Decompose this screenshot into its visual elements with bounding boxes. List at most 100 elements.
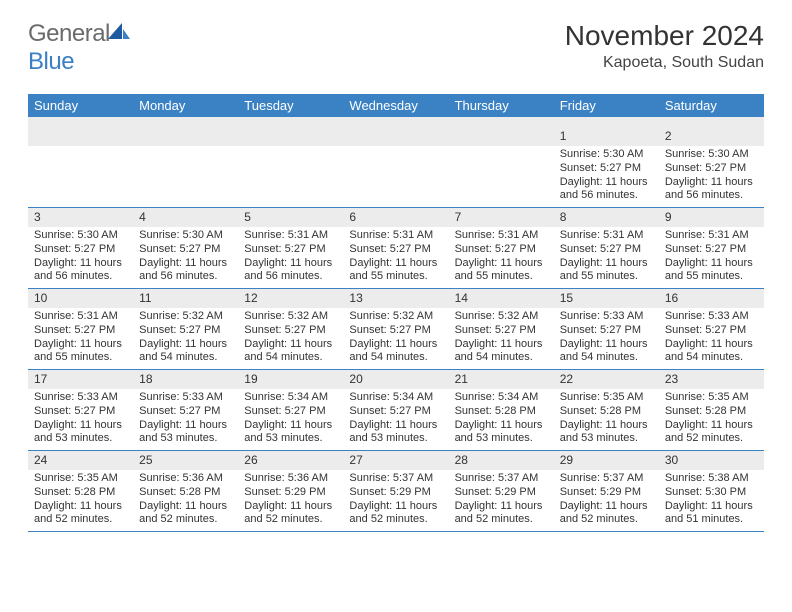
day-number: 19 <box>238 370 343 389</box>
sunrise-text: Sunrise: 5:30 AM <box>139 229 232 243</box>
daylight-text: Daylight: 11 hours and 56 minutes. <box>665 176 758 204</box>
day-cell <box>449 127 554 207</box>
sunset-text: Sunset: 5:30 PM <box>665 486 758 500</box>
day-number-empty <box>133 127 238 146</box>
day-cell: 25 Sunrise: 5:36 AMSunset: 5:28 PMDayligh… <box>133 451 238 531</box>
sunrise-text: Sunrise: 5:32 AM <box>139 310 232 324</box>
sunrise-text: Sunrise: 5:32 AM <box>455 310 548 324</box>
day-body: Sunrise: 5:34 AMSunset: 5:27 PMDaylight:… <box>238 391 343 450</box>
sunrise-text: Sunrise: 5:30 AM <box>665 148 758 162</box>
day-number: 20 <box>343 370 448 389</box>
weekday-monday: Monday <box>133 94 238 117</box>
day-cell: 2Sunrise: 5:30 AMSunset: 5:27 PMDaylight… <box>659 127 764 207</box>
day-number: 3 <box>28 208 133 227</box>
day-cell: 23Sunrise: 5:35 AMSunset: 5:28 PMDayligh… <box>659 370 764 450</box>
weekday-sunday: Sunday <box>28 94 133 117</box>
day-number: 1 <box>554 127 659 146</box>
sunrise-text: Sunrise: 5:37 AM <box>349 472 442 486</box>
day-cell: 18 Sunrise: 5:33 AMSunset: 5:27 PMDayligh… <box>133 370 238 450</box>
sunrise-text: Sunrise: 5:31 AM <box>34 310 127 324</box>
day-number-empty <box>28 127 133 146</box>
sunrise-text: Sunrise: 5:33 AM <box>665 310 758 324</box>
day-number: 24 <box>28 451 133 470</box>
daylight-text: Daylight: 11 hours and 52 minutes. <box>244 500 337 528</box>
day-number-empty <box>449 127 554 146</box>
weekday-tuesday: Tuesday <box>238 94 343 117</box>
daylight-text: Daylight: 11 hours and 52 minutes. <box>34 500 127 528</box>
day-cell: 21 Sunrise: 5:34 AMSunset: 5:28 PMDayligh… <box>449 370 554 450</box>
day-cell: 29Sunrise: 5:37 AMSunset: 5:29 PMDayligh… <box>554 451 659 531</box>
day-number: 16 <box>659 289 764 308</box>
day-number: 11 <box>133 289 238 308</box>
daylight-text: Daylight: 11 hours and 54 minutes. <box>665 338 758 366</box>
week-row: 1Sunrise: 5:30 AMSunset: 5:27 PMDaylight… <box>28 127 764 208</box>
sunrise-text: Sunrise: 5:31 AM <box>244 229 337 243</box>
daylight-text: Daylight: 11 hours and 54 minutes. <box>349 338 442 366</box>
daylight-text: Daylight: 11 hours and 52 minutes. <box>665 419 758 447</box>
daylight-text: Daylight: 11 hours and 53 minutes. <box>349 419 442 447</box>
day-body: Sunrise: 5:34 AMSunset: 5:28 PMDaylight:… <box>449 391 554 450</box>
day-number: 27 <box>343 451 448 470</box>
sunset-text: Sunset: 5:27 PM <box>244 243 337 257</box>
day-body: Sunrise: 5:32 AMSunset: 5:27 PMDaylight:… <box>133 310 238 369</box>
sunrise-text: Sunrise: 5:33 AM <box>34 391 127 405</box>
day-cell: 7Sunrise: 5:31 AMSunset: 5:27 PMDaylight… <box>449 208 554 288</box>
sunset-text: Sunset: 5:27 PM <box>349 405 442 419</box>
sunset-text: Sunset: 5:28 PM <box>455 405 548 419</box>
daylight-text: Daylight: 11 hours and 52 minutes. <box>560 500 653 528</box>
day-cell: 14Sunrise: 5:32 AMSunset: 5:27 PMDayligh… <box>449 289 554 369</box>
sunrise-text: Sunrise: 5:36 AM <box>139 472 232 486</box>
sunset-text: Sunset: 5:29 PM <box>349 486 442 500</box>
day-number: 14 <box>449 289 554 308</box>
week-row: 10Sunrise: 5:31 AMSunset: 5:27 PMDayligh… <box>28 289 764 370</box>
day-cell: 30Sunrise: 5:38 AMSunset: 5:30 PMDayligh… <box>659 451 764 531</box>
day-cell <box>133 127 238 207</box>
daylight-text: Daylight: 11 hours and 55 minutes. <box>34 338 127 366</box>
day-body: Sunrise: 5:36 AMSunset: 5:28 PMDaylight:… <box>133 472 238 531</box>
sunrise-text: Sunrise: 5:31 AM <box>665 229 758 243</box>
daylight-text: Daylight: 11 hours and 52 minutes. <box>349 500 442 528</box>
daylight-text: Daylight: 11 hours and 56 minutes. <box>139 257 232 285</box>
sunset-text: Sunset: 5:27 PM <box>34 324 127 338</box>
sunrise-text: Sunrise: 5:30 AM <box>34 229 127 243</box>
day-cell: 5Sunrise: 5:31 AMSunset: 5:27 PMDaylight… <box>238 208 343 288</box>
daylight-text: Daylight: 11 hours and 54 minutes. <box>560 338 653 366</box>
day-body: Sunrise: 5:33 AMSunset: 5:27 PMDaylight:… <box>133 391 238 450</box>
day-number: 18 <box>133 370 238 389</box>
day-body: Sunrise: 5:33 AMSunset: 5:27 PMDaylight:… <box>28 391 133 450</box>
daylight-text: Daylight: 11 hours and 53 minutes. <box>139 419 232 447</box>
page-title: November 2024 <box>565 20 764 52</box>
sunrise-text: Sunrise: 5:35 AM <box>560 391 653 405</box>
day-number: 26 <box>238 451 343 470</box>
sunset-text: Sunset: 5:27 PM <box>139 324 232 338</box>
day-number: 10 <box>28 289 133 308</box>
day-body: Sunrise: 5:37 AMSunset: 5:29 PMDaylight:… <box>554 472 659 531</box>
day-body: Sunrise: 5:33 AMSunset: 5:27 PMDaylight:… <box>554 310 659 369</box>
day-body: Sunrise: 5:30 AMSunset: 5:27 PMDaylight:… <box>28 229 133 288</box>
weekday-friday: Friday <box>554 94 659 117</box>
day-cell: 8Sunrise: 5:31 AMSunset: 5:27 PMDaylight… <box>554 208 659 288</box>
sunset-text: Sunset: 5:27 PM <box>455 324 548 338</box>
day-cell: 16Sunrise: 5:33 AMSunset: 5:27 PMDayligh… <box>659 289 764 369</box>
day-body: Sunrise: 5:31 AMSunset: 5:27 PMDaylight:… <box>343 229 448 288</box>
day-body: Sunrise: 5:31 AMSunset: 5:27 PMDaylight:… <box>28 310 133 369</box>
sunset-text: Sunset: 5:27 PM <box>560 324 653 338</box>
day-number: 25 <box>133 451 238 470</box>
sunset-text: Sunset: 5:29 PM <box>244 486 337 500</box>
day-body: Sunrise: 5:37 AMSunset: 5:29 PMDaylight:… <box>449 472 554 531</box>
week-row: 17Sunrise: 5:33 AMSunset: 5:27 PMDayligh… <box>28 370 764 451</box>
sunrise-text: Sunrise: 5:30 AM <box>560 148 653 162</box>
week-row: 3Sunrise: 5:30 AMSunset: 5:27 PMDaylight… <box>28 208 764 289</box>
day-number: 28 <box>449 451 554 470</box>
sunset-text: Sunset: 5:27 PM <box>34 405 127 419</box>
daylight-text: Daylight: 11 hours and 53 minutes. <box>244 419 337 447</box>
day-number: 9 <box>659 208 764 227</box>
weekday-wednesday: Wednesday <box>343 94 448 117</box>
day-number: 12 <box>238 289 343 308</box>
weekday-saturday: Saturday <box>659 94 764 117</box>
day-cell: 1Sunrise: 5:30 AMSunset: 5:27 PMDaylight… <box>554 127 659 207</box>
day-number: 8 <box>554 208 659 227</box>
sunrise-text: Sunrise: 5:37 AM <box>455 472 548 486</box>
day-body: Sunrise: 5:30 AMSunset: 5:27 PMDaylight:… <box>659 148 764 207</box>
day-number: 21 <box>449 370 554 389</box>
